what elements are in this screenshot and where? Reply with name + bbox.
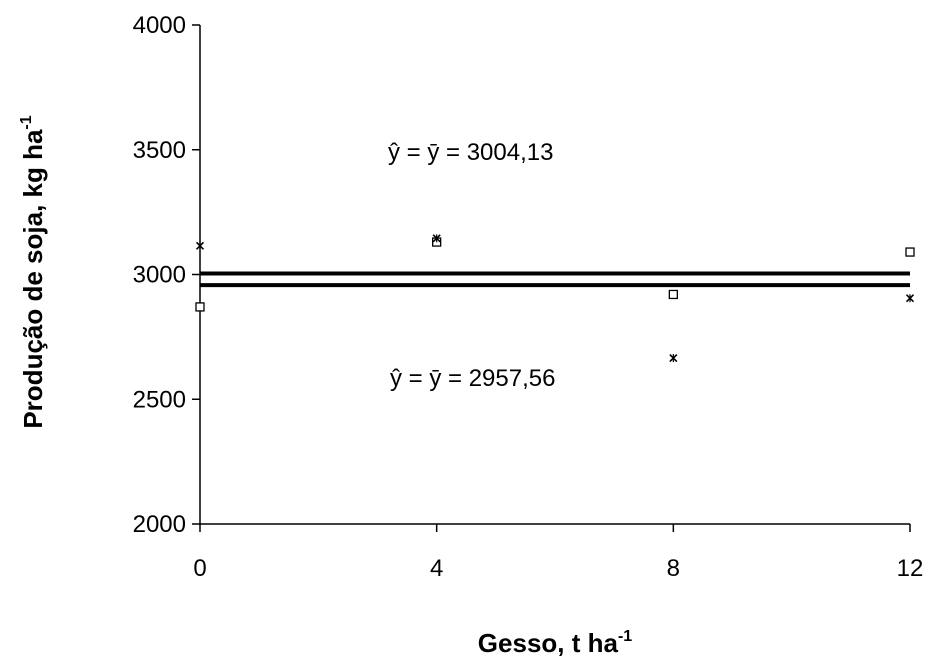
- equation-label-2: ŷ = ȳ = 2957,56: [390, 365, 555, 392]
- x-tick-label: 12: [897, 555, 924, 582]
- point-asterisk: [195, 241, 205, 250]
- point-asterisk: [432, 234, 441, 243]
- fit-lines: [200, 271, 910, 288]
- point-square: [195, 302, 205, 312]
- y-tick-label: 2000: [133, 511, 186, 538]
- point-asterisk: [905, 294, 915, 303]
- axes: 2000 2500 3000 3500 4000 0 4 8 12: [133, 12, 924, 582]
- x-axis-title: Gesso, t ha-1: [478, 628, 632, 658]
- y-tick-label: 4000: [133, 12, 186, 39]
- labels: Gesso, t ha-1 Produção de soja, kg ha-1 ŷ …: [18, 115, 632, 658]
- point-square: [905, 247, 915, 257]
- x-tick-label: 8: [667, 555, 680, 582]
- y-tick-label: 2500: [133, 386, 186, 413]
- point-square: [668, 289, 678, 300]
- x-tick-label: 4: [430, 555, 443, 582]
- equation-label-1: ŷ = ȳ = 3004,13: [388, 139, 553, 166]
- x-tick-label: 0: [193, 555, 206, 582]
- y-tick-label: 3000: [133, 262, 186, 289]
- y-axis-title: Produção de soja, kg ha-1: [18, 115, 48, 428]
- point-asterisk: [669, 354, 678, 363]
- y-tick-label: 3500: [133, 137, 186, 164]
- data-points: [195, 234, 915, 363]
